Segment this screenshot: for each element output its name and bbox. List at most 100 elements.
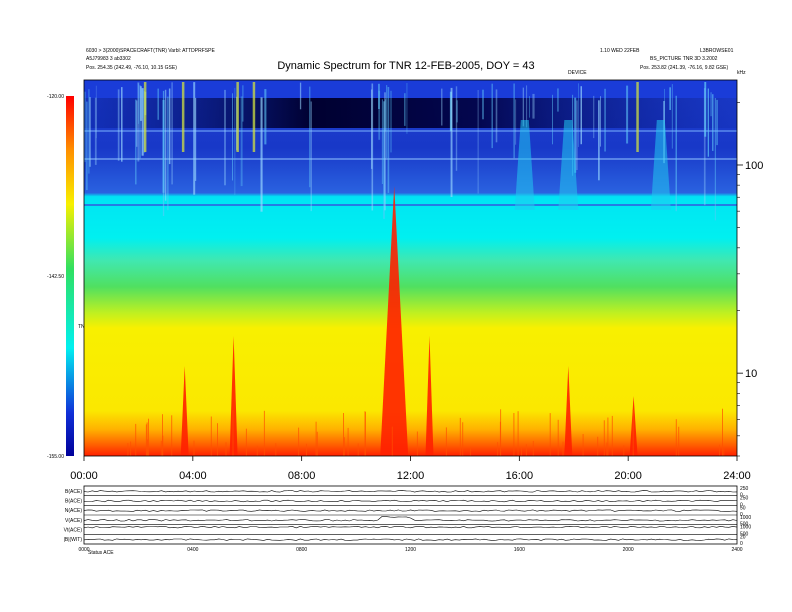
spectrum-streak bbox=[514, 120, 535, 210]
spectrum-streak bbox=[593, 95, 595, 139]
y-axis-unit: kHz bbox=[737, 70, 746, 76]
panel-label: N(ACE) bbox=[65, 508, 83, 514]
panel-right-tick: 500 bbox=[740, 531, 749, 537]
colorbar bbox=[66, 96, 74, 456]
radio-burst bbox=[445, 427, 447, 456]
radio-burst bbox=[425, 336, 434, 456]
spectrum-streak bbox=[495, 89, 498, 143]
spectrum-streak bbox=[88, 89, 90, 174]
x-tick-label: 04:00 bbox=[179, 470, 207, 482]
spectrum-streak bbox=[664, 88, 665, 137]
spectrum-streak bbox=[138, 83, 139, 124]
radio-burst bbox=[719, 444, 720, 456]
spectrum-streak bbox=[381, 99, 383, 184]
spectrum-streak bbox=[406, 83, 408, 134]
spectrum-streak bbox=[384, 92, 386, 211]
radio-burst bbox=[343, 413, 344, 456]
panel-x-tick-label: 1600 bbox=[514, 547, 525, 553]
spectrum-streak bbox=[142, 89, 144, 119]
panel-x-tick-label: 0800 bbox=[296, 547, 307, 553]
spectrum-streak bbox=[299, 82, 302, 110]
radio-burst bbox=[232, 410, 234, 456]
spectrum-streak bbox=[491, 83, 493, 149]
panel-x-tick-label: 0000 bbox=[78, 547, 89, 553]
radio-burst bbox=[678, 426, 680, 456]
x-tick-label: 00:00 bbox=[70, 470, 98, 482]
spectrum-streak bbox=[710, 92, 712, 117]
header-left-position: Pos. 254.35 (242.49, -76.10, 10.15 GSE) bbox=[86, 65, 177, 71]
header-left-line1: 6030 > 3(2000)SPACECRAFT(TNR) Varbl: ATT… bbox=[86, 48, 215, 54]
spectrum-streak bbox=[232, 93, 233, 181]
colorbar-tick-label: -155.00 bbox=[47, 454, 64, 460]
radio-burst bbox=[582, 434, 584, 456]
spectrum-streak bbox=[242, 85, 244, 122]
spectrum-streak bbox=[404, 93, 406, 126]
panel-right-tick: 0 bbox=[740, 512, 743, 518]
spectrum-streak bbox=[240, 96, 243, 187]
spectrum-streak bbox=[224, 89, 226, 186]
panel-trace bbox=[83, 538, 738, 541]
x-tick-label: 08:00 bbox=[288, 470, 316, 482]
x-tick-label: 16:00 bbox=[506, 470, 534, 482]
spectrum-streak bbox=[371, 83, 374, 211]
radio-burst bbox=[162, 435, 164, 456]
band-line bbox=[84, 158, 737, 160]
radio-burst bbox=[497, 442, 499, 456]
radio-burst bbox=[623, 445, 625, 456]
x-tick-label: 24:00 bbox=[723, 470, 751, 482]
panel-right-tick: 0 bbox=[740, 493, 743, 499]
band-line bbox=[84, 130, 737, 132]
spectrum-streak bbox=[580, 86, 582, 145]
spectrum-streak bbox=[140, 86, 142, 121]
spectrum-streak bbox=[135, 99, 137, 185]
radio-burst bbox=[245, 428, 247, 456]
radio-burst bbox=[316, 431, 318, 456]
radio-burst bbox=[127, 443, 129, 456]
spectrum-streak bbox=[384, 99, 386, 132]
spectrum-streak bbox=[234, 87, 236, 195]
panel-x-tick-label: 2400 bbox=[731, 547, 742, 553]
spectrum-streak bbox=[195, 97, 197, 181]
spectrum-streak bbox=[513, 83, 515, 159]
spectrum-streak bbox=[157, 88, 159, 120]
radio-burst bbox=[611, 415, 613, 456]
radio-burst bbox=[225, 442, 227, 456]
spectrum-streak bbox=[576, 100, 578, 170]
radio-burst bbox=[500, 409, 502, 456]
spectrum-streak bbox=[162, 100, 165, 193]
header-right-line2: L3BROWSE01 bbox=[700, 48, 734, 54]
spectrum-streak bbox=[117, 89, 120, 161]
spectrum-streak bbox=[236, 82, 239, 152]
spectrum-streak bbox=[136, 100, 138, 147]
panel-trace bbox=[83, 525, 738, 529]
spectrum-streak bbox=[578, 83, 579, 147]
radio-burst bbox=[562, 441, 564, 456]
spectrum-streak bbox=[378, 83, 380, 109]
radio-burst bbox=[347, 427, 349, 456]
spectrum-streak bbox=[515, 99, 517, 145]
radio-burst bbox=[723, 447, 725, 456]
spectrum-streak bbox=[264, 89, 267, 145]
panel-right-tick: 20 bbox=[740, 534, 746, 540]
y-tick-label: 10 bbox=[745, 368, 757, 380]
spectrum-streak bbox=[89, 97, 91, 167]
radio-burst bbox=[130, 441, 132, 456]
radio-burst bbox=[416, 431, 418, 456]
spectrum-streak bbox=[441, 88, 443, 126]
panel-right-tick: 500 bbox=[740, 522, 749, 528]
radio-burst bbox=[462, 422, 464, 456]
radio-burst bbox=[459, 417, 461, 456]
radio-burst bbox=[162, 414, 163, 456]
dark-band bbox=[84, 98, 737, 128]
spectrum-streak bbox=[168, 88, 171, 165]
radio-burst bbox=[298, 427, 300, 456]
spectrum-streak bbox=[650, 120, 671, 210]
radio-burst bbox=[532, 440, 534, 456]
radio-burst bbox=[357, 443, 359, 456]
panel-label: Vt(ACE) bbox=[64, 528, 83, 534]
spectrum-streak bbox=[383, 101, 385, 219]
spectrum-streak bbox=[529, 96, 530, 118]
panel-trace bbox=[83, 516, 738, 522]
spectrum-streak bbox=[260, 97, 263, 212]
spectrum-streak bbox=[532, 93, 535, 119]
